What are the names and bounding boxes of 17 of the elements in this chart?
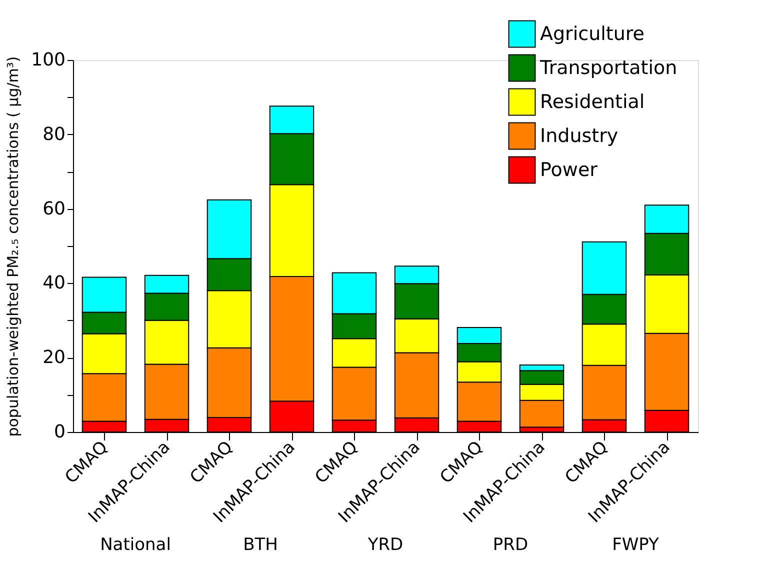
legend-label: Agriculture	[540, 23, 644, 45]
y-tick-label: 20	[42, 347, 66, 368]
y-axis-title: population-weighted PM₂.₅ concentrations ( μg/m³)	[4, 56, 22, 437]
legend-label: Transportation	[539, 57, 678, 79]
legend-label: Residential	[540, 91, 645, 113]
y-tick-label: 100	[31, 50, 66, 70]
y-tick-label: 40	[42, 272, 66, 294]
text: National	[100, 535, 171, 555]
y-tick-label: 0	[54, 422, 66, 442]
y-tick-label: 60	[42, 198, 66, 220]
legend-label: Industry	[540, 125, 618, 147]
text: YRD	[366, 535, 404, 555]
text: FWPY	[612, 535, 660, 555]
legend-label: Power	[540, 159, 598, 181]
y-tick-label: 80	[42, 124, 66, 145]
text: PRD	[492, 535, 528, 555]
text: BTH	[243, 535, 278, 555]
